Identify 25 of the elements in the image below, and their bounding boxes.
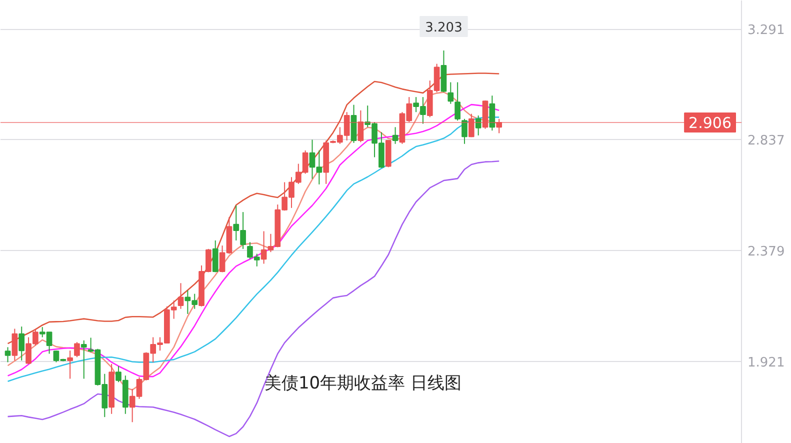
- y-tick-label: 1.921: [748, 356, 785, 370]
- y-tick-label: 2.837: [748, 133, 785, 148]
- line-series: [7, 160, 500, 438]
- candlestick: [74, 342, 80, 358]
- candlestick: [392, 126, 398, 144]
- candlestick: [489, 95, 496, 132]
- candlestick: [80, 340, 87, 380]
- candlestick: [454, 82, 460, 122]
- y-tick-label: 3.291: [748, 23, 785, 38]
- candlestick: [67, 350, 73, 380]
- candlestick: [178, 282, 184, 310]
- candlestick: [462, 118, 468, 144]
- candlestick: [475, 114, 482, 136]
- ref-line-label: 2.906: [688, 114, 732, 132]
- annotation: 3.203: [425, 20, 462, 36]
- candlestick: [18, 326, 25, 362]
- candlestick: [358, 110, 364, 143]
- text: 美债10年期收益率 日线图: [264, 374, 462, 394]
- candlestick: [212, 240, 218, 273]
- candlestick: [468, 113, 474, 138]
- candlestick: [496, 118, 502, 134]
- candlestick: [4, 346, 11, 363]
- candlestick: [448, 82, 454, 104]
- y-tick-label: 2.379: [748, 244, 785, 260]
- candlestick: [12, 328, 18, 362]
